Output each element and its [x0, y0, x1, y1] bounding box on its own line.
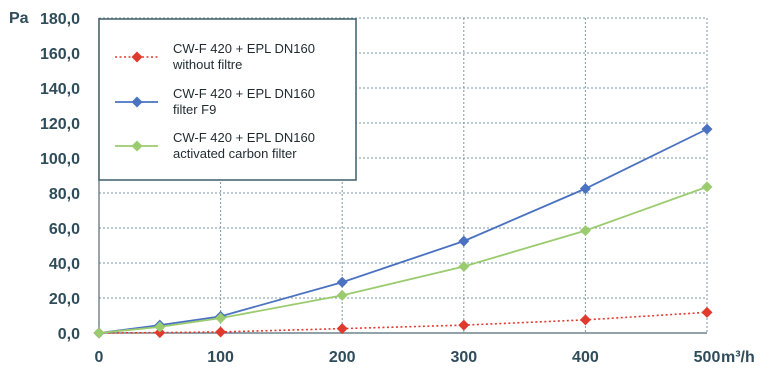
y-tick-label: 160,0 [40, 46, 80, 63]
legend-label: filter F9 [173, 102, 216, 117]
series-3 [93, 181, 713, 339]
y-tick-label: 100,0 [40, 151, 80, 168]
x-tick-label: 200 [329, 349, 356, 366]
y-tick-label: 20,0 [49, 291, 80, 308]
y-tick-label: 180,0 [40, 11, 80, 28]
y-tick-label: 60,0 [49, 221, 80, 238]
data-point [458, 261, 470, 272]
legend-label: CW-F 420 + EPL DN160 [173, 130, 315, 145]
data-point [154, 321, 166, 333]
data-point [579, 225, 591, 237]
y-tick-label: 140,0 [40, 81, 80, 98]
legend-marker [131, 140, 143, 152]
series-group [93, 123, 713, 339]
y-axis-label: Pa [9, 10, 29, 27]
data-point [93, 327, 105, 339]
x-tick-label: 100 [207, 349, 234, 366]
x-tick-label: 400 [572, 349, 599, 366]
series-line [98, 186, 708, 334]
legend-label: without filtre [172, 57, 242, 72]
data-point [154, 327, 166, 339]
y-tick-label: 0,0 [58, 326, 80, 343]
legend-label: CW-F 420 + EPL DN160 [173, 41, 315, 56]
legend-label: CW-F 420 + EPL DN160 [173, 86, 315, 101]
y-tick-label: 120,0 [40, 116, 80, 133]
legend-box [98, 18, 357, 181]
data-point [701, 181, 713, 193]
data-point [336, 289, 348, 301]
legend-marker [131, 51, 143, 63]
x-tick-label: 300 [450, 349, 477, 366]
y-tick-label: 40,0 [49, 256, 80, 273]
data-point [215, 312, 227, 324]
data-point [458, 319, 470, 331]
data-point [336, 323, 348, 335]
x-tick-label: 0 [95, 349, 104, 366]
data-point [579, 314, 591, 326]
x-tick-label: 500 [694, 349, 721, 366]
x-tick-labels: 0 100 200 300 400 500 [95, 349, 721, 366]
data-point [701, 306, 713, 318]
data-point [579, 183, 591, 195]
legend-marker [131, 96, 143, 108]
data-point [701, 123, 713, 135]
data-point [336, 276, 348, 288]
data-point [215, 326, 227, 338]
x-axis-label: m³/h [721, 349, 755, 366]
legend-label: activated carbon filter [173, 146, 297, 161]
data-point [458, 235, 470, 247]
y-tick-label: 80,0 [49, 186, 80, 203]
y-tick-labels: 0,0 20,0 40,0 60,0 80,0 100,0 120,0 140,0 160,0 1… [40, 11, 80, 343]
